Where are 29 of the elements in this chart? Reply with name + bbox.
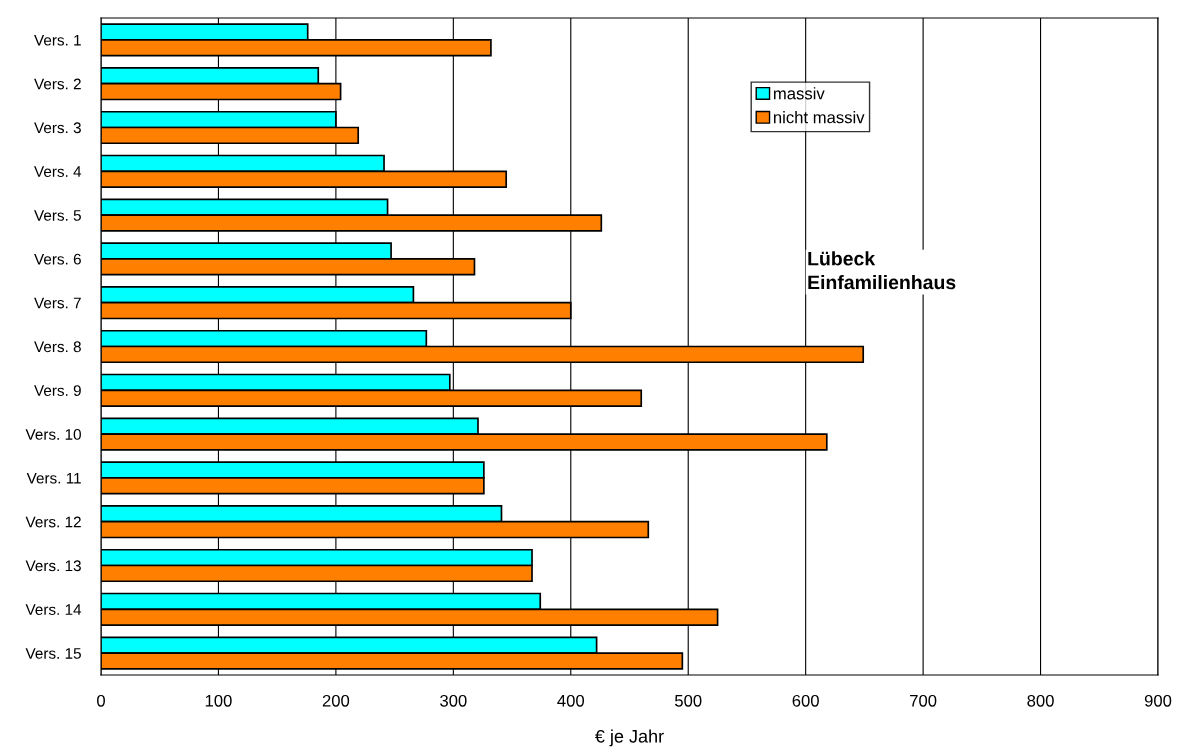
x-tick-label: 700	[910, 694, 937, 707]
y-tick-label: Vers. 3	[34, 122, 81, 134]
y-tick-label: Vers. 15	[25, 648, 81, 659]
x-tick-label: 300	[440, 694, 467, 707]
annotation: Lübeck Einfamilienhaus	[808, 251, 956, 290]
x-tick-label: 600	[792, 694, 819, 707]
x-tick-label: 0	[97, 694, 105, 707]
legend-label: massiv	[773, 87, 825, 100]
y-tick-label: Vers. 13	[25, 560, 81, 572]
y-tick-label: Vers. 9	[34, 385, 81, 396]
x-tick-label: 800	[1027, 694, 1054, 707]
x-tick-label: 900	[1144, 694, 1172, 707]
y-tick-label: Vers. 6	[34, 253, 81, 265]
y-tick-label: Vers. 14	[25, 604, 82, 615]
y-tick-label: Vers. 2	[34, 78, 81, 90]
y-tick-label: Vers. 7	[34, 297, 81, 309]
x-tick-label: 500	[674, 694, 702, 707]
legend-label: nicht massiv	[773, 111, 865, 124]
y-tick-label: Vers. 8	[34, 341, 81, 353]
x-axis-title: € je Jahr	[595, 729, 664, 747]
y-tick-label: Vers. 10	[25, 428, 81, 440]
y-tick-label: Vers. 4	[34, 166, 82, 177]
x-tick-label: 400	[557, 694, 585, 707]
y-tick-label: Vers. 11	[26, 472, 81, 484]
y-tick-label: Vers. 1	[34, 34, 81, 46]
x-tick-label: 100	[205, 694, 232, 707]
y-tick-label: Vers. 5	[34, 210, 81, 221]
y-tick-label: Vers. 12	[25, 516, 81, 528]
x-tick-label: 200	[322, 694, 350, 707]
